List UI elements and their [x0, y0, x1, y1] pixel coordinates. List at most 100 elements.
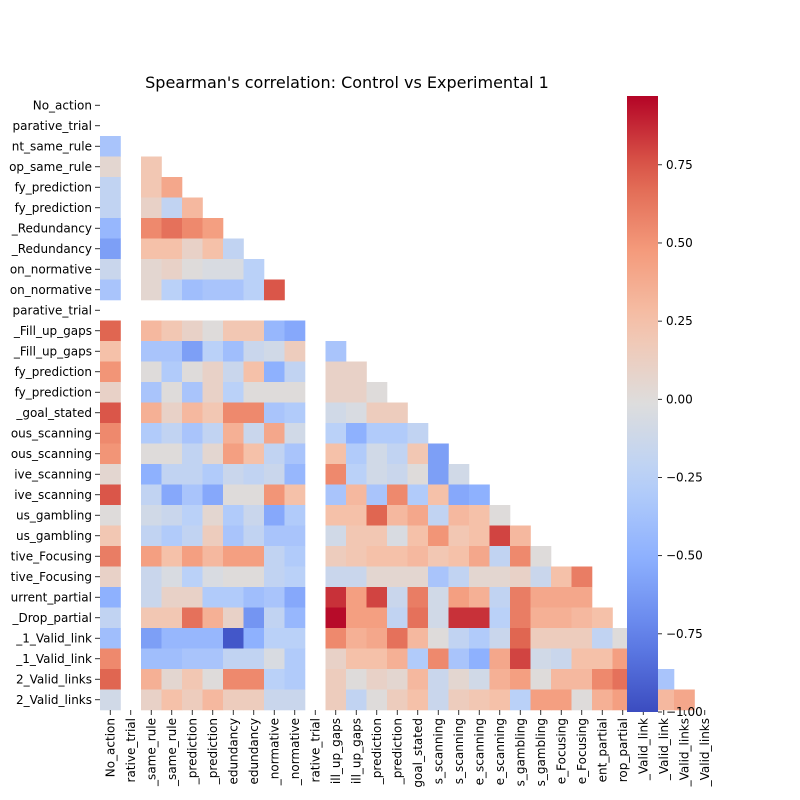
heatmap-cell	[592, 648, 613, 670]
heatmap-cell	[264, 607, 285, 629]
heatmap-cell	[325, 648, 347, 670]
heatmap-cell	[264, 443, 285, 465]
column-label: _prediction	[370, 718, 384, 785]
heatmap-cell	[346, 648, 367, 670]
row-label: ous_scanning	[11, 447, 92, 461]
heatmap-cell	[243, 402, 265, 424]
heatmap-cell	[202, 628, 224, 649]
heatmap-cell	[100, 402, 121, 424]
column-label: s_scanning	[431, 718, 445, 784]
heatmap-cell	[284, 546, 306, 567]
heatmap-cell	[469, 628, 490, 649]
heatmap-cell	[530, 546, 552, 567]
heatmap-cell	[202, 238, 224, 260]
heatmap-cell	[325, 484, 347, 506]
row-label: _Fill_up_gaps	[13, 324, 92, 338]
heatmap-cell	[243, 525, 265, 547]
row-label: us_gambling	[16, 508, 92, 522]
heatmap-cell	[243, 689, 265, 711]
heatmap-cell	[448, 587, 470, 608]
heatmap-cell	[141, 197, 162, 219]
heatmap-cell	[202, 464, 224, 485]
heatmap-cell	[448, 628, 470, 649]
heatmap-cell	[202, 423, 224, 444]
heatmap-cell	[284, 361, 306, 383]
heatmap-cell	[182, 669, 203, 690]
heatmap-cell	[182, 443, 203, 465]
row-label: _Fill_up_gaps	[13, 344, 92, 358]
heatmap-cell	[243, 546, 265, 567]
row-label: 2_Valid_links	[16, 672, 92, 686]
heatmap-cell	[182, 218, 203, 239]
heatmap-cell	[264, 505, 285, 526]
heatmap-cell	[366, 423, 388, 444]
heatmap-cell	[141, 177, 162, 198]
heatmap-cell	[100, 505, 121, 526]
heatmap-cell	[551, 628, 572, 649]
heatmap-cell	[530, 566, 552, 588]
heatmap-cell	[469, 648, 490, 670]
heatmap-cell	[387, 546, 408, 567]
heatmap-cell	[284, 402, 306, 424]
heatmap-cell	[100, 177, 121, 198]
heatmap-cell	[243, 505, 265, 526]
heatmap-cell	[510, 566, 531, 588]
heatmap-cell	[141, 218, 162, 239]
heatmap-cell	[592, 628, 613, 649]
heatmap-cell	[448, 669, 470, 690]
heatmap-cell	[223, 587, 244, 608]
heatmap-cell	[325, 341, 347, 362]
heatmap-cell	[653, 669, 675, 690]
heatmap-cell	[264, 320, 285, 342]
heatmap-cell	[161, 587, 183, 608]
heatmap-cell	[366, 464, 388, 485]
heatmap-cell	[182, 505, 203, 526]
heatmap-cell	[284, 505, 306, 526]
heatmap-cell	[428, 566, 449, 588]
heatmap-cell	[100, 566, 121, 588]
heatmap-cell	[325, 566, 347, 588]
heatmap-cell	[141, 546, 162, 567]
heatmap-cell	[469, 566, 490, 588]
heatmap-cell	[387, 484, 408, 506]
row-label: op_same_rule	[9, 160, 92, 174]
heatmap-cell	[407, 587, 429, 608]
heatmap-cell	[223, 566, 244, 588]
heatmap-cell	[264, 689, 285, 711]
heatmap-cell	[264, 648, 285, 670]
heatmap-cell	[141, 320, 162, 342]
heatmap-cell	[489, 566, 511, 588]
heatmap-cell	[325, 382, 347, 403]
heatmap-cell	[161, 259, 183, 280]
heatmap-cell	[182, 361, 203, 383]
heatmap-cell	[489, 607, 511, 629]
heatmap-cell	[407, 546, 429, 567]
heatmap-cell	[182, 423, 203, 444]
colorbar-tick-label: 0.00	[666, 392, 693, 406]
heatmap-cell	[141, 669, 162, 690]
heatmap-cell	[141, 259, 162, 280]
heatmap-cell	[182, 341, 203, 362]
heatmap-cell	[223, 443, 244, 465]
colorbar-tick-label: −0.75	[666, 627, 703, 641]
heatmap-cell	[407, 464, 429, 485]
heatmap-cell	[141, 648, 162, 670]
heatmap-cell	[407, 423, 429, 444]
column-label: _prediction	[206, 718, 220, 785]
row-label: ive_scanning	[14, 488, 92, 502]
column-label: _Valid_link	[657, 718, 671, 781]
heatmap-cell	[366, 689, 388, 711]
heatmap-cell	[182, 484, 203, 506]
heatmap-cell	[264, 361, 285, 383]
row-label: on_normative	[10, 283, 92, 297]
heatmap-cell	[428, 648, 449, 670]
heatmap-cell	[223, 648, 244, 670]
heatmap-cell	[387, 587, 408, 608]
heatmap-cell	[325, 402, 347, 424]
heatmap-cell	[387, 525, 408, 547]
heatmap-cell	[407, 628, 429, 649]
heatmap-cell	[182, 546, 203, 567]
heatmap-cell	[510, 546, 531, 567]
column-label: ill_up_gaps	[329, 718, 343, 784]
heatmap-cell	[100, 628, 121, 649]
